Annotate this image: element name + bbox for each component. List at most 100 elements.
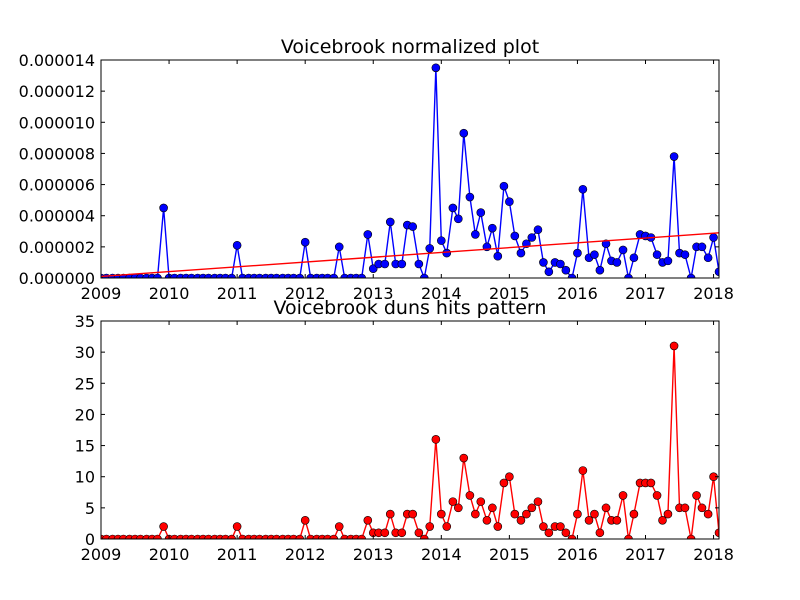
duns-hits-plot-series-0-point-55 <box>408 509 418 519</box>
duns-hits-plot-xtick-label-2: 2011 <box>217 545 258 564</box>
normalized-plot-series-0-point-59 <box>431 63 441 73</box>
duns-hits-plot-xtick-label-7: 2016 <box>557 545 598 564</box>
normalized-plot-series-0-point-71 <box>499 181 509 191</box>
normalized-plot-series-0-point-58 <box>425 244 435 253</box>
duns-hits-plot-series-0-point-56 <box>414 528 424 538</box>
normalized-plot: Voicebrook normalized plot 2009 2010 2011 2… <box>19 36 734 303</box>
normalized-plot-series-0-point-41 <box>329 273 339 278</box>
normalized-plot-series-0-point-51 <box>385 217 395 227</box>
duns-hits-plot-series-0-point-86 <box>584 516 594 525</box>
duns-hits-plot-series-0-point-109 <box>714 528 719 538</box>
normalized-plot-series-0-point-82 <box>561 265 571 275</box>
normalized-plot-xtick-label-3: 2012 <box>285 284 326 303</box>
normalized-plot-series-0-point-46 <box>357 273 366 278</box>
duns-hits-plot-series-0-point-76 <box>527 503 537 513</box>
normalized-plot-series-0-point-77 <box>533 225 543 235</box>
duns-hits-plot-series-0-point-60 <box>437 509 446 519</box>
normalized-plot-series-0-point-60 <box>437 236 446 245</box>
normalized-plot-series-0-point-85 <box>578 184 588 194</box>
normalized-plot-series-0-point-50 <box>380 259 390 269</box>
duns-hits-plot-series-0-point-10 <box>153 534 162 539</box>
duns-hits-plot-series-0-point-47 <box>363 516 373 525</box>
normalized-plot-series-0-point-73 <box>510 231 520 241</box>
duns-hits-plot-series-0-point-94 <box>629 509 639 519</box>
duns-hits-plot-title: Voicebrook duns hits pattern <box>274 297 547 319</box>
normalized-plot-series-0-point-62 <box>448 203 458 213</box>
duns-hits-plot-plot-area <box>101 341 719 539</box>
duns-hits-plot-series-0-point-66 <box>471 509 480 519</box>
normalized-plot-series-0-point-83 <box>567 273 577 278</box>
duns-hits-plot-ytick-label-5: 25 <box>75 374 95 393</box>
duns-hits-plot-series-0-line <box>101 345 719 539</box>
duns-hits-plot-xtick-label-6: 2015 <box>489 545 530 564</box>
duns-hits-plot-series-0-point-62 <box>448 497 458 506</box>
duns-hits-plot-series-0-point-51 <box>385 509 395 519</box>
normalized-plot-series-0-point-53 <box>397 259 407 269</box>
normalized-plot-series-0-point-74 <box>516 248 526 258</box>
normalized-plot-ytick-label-0: 0.000000 <box>19 269 95 288</box>
normalized-plot-series-0-point-88 <box>595 265 605 275</box>
duns-hits-plot-series-0-point-89 <box>601 503 611 513</box>
normalized-plot-series-0-point-23 <box>227 273 236 278</box>
normalized-plot-series-1-line <box>101 232 719 278</box>
normalized-plot-marks <box>101 63 719 278</box>
normalized-plot-series-0-point-47 <box>363 230 373 239</box>
normalized-plot-series-0-point-70 <box>493 251 503 261</box>
normalized-plot-series-0-point-65 <box>465 192 475 202</box>
normalized-plot-series-0-point-24 <box>232 241 242 250</box>
normalized-plot-series-0-point-61 <box>442 248 452 258</box>
duns-hits-plot-ytick-label-6: 30 <box>75 343 95 362</box>
duns-hits-plot-series-0-point-97 <box>646 478 656 488</box>
duns-hits-plot-series-0-point-75 <box>522 509 531 519</box>
duns-hits-plot-series-0-point-84 <box>573 509 582 519</box>
duns-hits-plot-xtick-label-5: 2014 <box>421 545 462 564</box>
duns-hits-plot-series-0-point-88 <box>595 528 605 538</box>
normalized-plot-series-0-point-35 <box>295 273 305 278</box>
duns-hits-plot-xtick-label-8: 2017 <box>625 545 666 564</box>
duns-hits-plot-series-0-point-98 <box>652 491 662 500</box>
normalized-plot-series-0-point-10 <box>153 273 162 278</box>
normalized-plot-series-0-point-36 <box>300 237 310 247</box>
duns-hits-plot-series-0-point-73 <box>510 509 520 519</box>
duns-hits-plot-series-0-point-101 <box>669 341 679 351</box>
normalized-plot-series-0-point-79 <box>544 267 554 277</box>
normalized-plot-series-0-point-78 <box>539 258 548 267</box>
normalized-plot-xtick-label-6: 2015 <box>489 284 530 303</box>
normalized-plot-series-0-point-48 <box>368 264 378 273</box>
normalized-plot-series-0-point-89 <box>601 239 611 249</box>
normalized-plot-xtick-label-4: 2013 <box>353 284 394 303</box>
normalized-plot-plot-area <box>101 63 719 278</box>
duns-hits-plot-series-0-point-99 <box>658 516 667 525</box>
duns-hits-plot-ytick-label-0: 0 <box>85 530 95 549</box>
duns-hits-plot-series-0-point-63 <box>454 503 463 513</box>
duns-hits-plot-series-0-point-103 <box>680 503 690 513</box>
normalized-plot-ytick-label-4: 0.000008 <box>19 144 95 163</box>
normalized-plot-xtick-label-7: 2016 <box>557 284 598 303</box>
duns-hits-plot-frame <box>100 320 720 540</box>
duns-hits-plot-series-0-point-107 <box>703 509 713 519</box>
duns-hits-plot-series-0-point-105 <box>692 491 701 500</box>
duns-hits-plot-series-0-point-82 <box>561 528 571 538</box>
normalized-plot-series-0-point-81 <box>556 259 565 269</box>
normalized-plot-series-0-point-42 <box>334 242 344 252</box>
normalized-plot-series-0-point-69 <box>488 223 497 233</box>
duns-hits-plot-series-0-point-42 <box>334 522 344 531</box>
duns-hits-plot-series-0-point-72 <box>505 472 514 482</box>
normalized-plot-series-0-point-64 <box>459 128 469 138</box>
duns-hits-plot-series-0-point-92 <box>618 491 628 500</box>
duns-hits-plot-series-0-point-68 <box>482 516 492 525</box>
normalized-plot-series-0-point-100 <box>663 256 673 266</box>
duns-hits-plot-series-0-point-87 <box>590 509 599 519</box>
duns-hits-plot-series-0-point-81 <box>556 522 565 531</box>
normalized-plot-xtick-label-5: 2014 <box>421 284 462 303</box>
normalized-plot-ytick-label-7: 0.000014 <box>19 51 95 70</box>
duns-hits-plot-ytick-label-4: 20 <box>75 405 95 424</box>
duns-hits-plot-series-0-point-67 <box>476 497 486 506</box>
duns-hits-plot-series-0-point-23 <box>227 534 236 539</box>
duns-hits-plot-series-0-point-64 <box>459 453 469 463</box>
duns-hits-plot-series-0-point-70 <box>493 522 503 531</box>
normalized-plot-series-0-point-92 <box>618 245 628 255</box>
normalized-plot-series-0-point-98 <box>652 250 662 259</box>
duns-hits-plot-xtick-label-3: 2012 <box>285 545 326 564</box>
